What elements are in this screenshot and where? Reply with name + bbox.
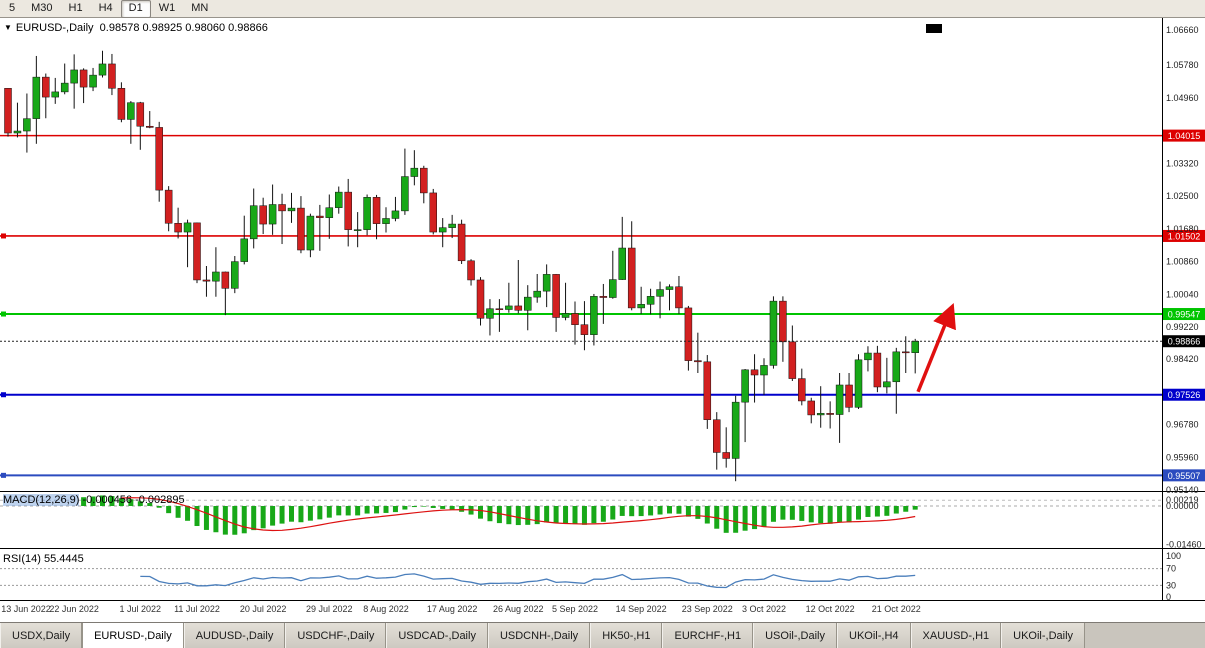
- symbol-tab-eurusd-daily[interactable]: EURUSD-,Daily: [82, 623, 184, 648]
- symbol-tab-bar: USDX,Daily EURUSD-,Daily AUDUSD-,Daily USDC…: [0, 622, 1205, 648]
- svg-text:29 Jul 2022: 29 Jul 2022: [306, 604, 353, 614]
- svg-text:1 Jul 2022: 1 Jul 2022: [120, 604, 162, 614]
- svg-text:1.04015: 1.04015: [1168, 131, 1201, 141]
- panel-separators: [0, 18, 1205, 601]
- rsi-panel: 100 70 30 0: [0, 551, 1181, 602]
- svg-text:11 Jul 2022: 11 Jul 2022: [174, 604, 220, 614]
- rsi-name: RSI(14): [3, 553, 41, 565]
- timeframe-button-5[interactable]: 5: [9, 1, 16, 14]
- svg-text:22 Jun 2022: 22 Jun 2022: [49, 604, 99, 614]
- horizontal-lines[interactable]: 1.04015 1.01502 0.99547 0.97526 0.95507: [0, 129, 1205, 482]
- svg-text:1.00860: 1.00860: [1166, 257, 1199, 267]
- symbol-tab-audusd-daily[interactable]: AUDUSD-,Daily: [183, 623, 286, 648]
- svg-text:0.95140: 0.95140: [1166, 485, 1199, 495]
- timeframe-button-m30[interactable]: M30: [31, 1, 53, 14]
- svg-text:0.98420: 0.98420: [1166, 354, 1199, 364]
- macd-indicator-label: MACD(12,26,9) -0.000456 -0.002895: [3, 494, 185, 506]
- svg-text:0.98866: 0.98866: [1168, 337, 1201, 347]
- timeframe-button-w1[interactable]: W1: [158, 1, 176, 14]
- svg-text:17 Aug 2022: 17 Aug 2022: [427, 604, 478, 614]
- symbol-tab-hk50-h1[interactable]: HK50-,H1: [590, 623, 663, 648]
- chart-symbol-label: EURUSD-,Daily: [15, 22, 94, 34]
- svg-text:23 Sep 2022: 23 Sep 2022: [682, 604, 733, 614]
- chart-canvas[interactable]: 1.04015 1.01502 0.99547 0.97526 0.95507 0.988…: [0, 18, 1205, 627]
- svg-text:-0.01460: -0.01460: [1166, 540, 1202, 550]
- symbol-tab-ukoil-h4[interactable]: UKOil-,H4: [837, 623, 911, 648]
- svg-text:12 Oct 2022: 12 Oct 2022: [806, 604, 855, 614]
- symbol-tab-eurchf-h1[interactable]: EURCHF-,H1: [662, 623, 754, 648]
- svg-text:30: 30: [1166, 580, 1176, 590]
- svg-text:1.01680: 1.01680: [1166, 224, 1199, 234]
- chart-shift-marker[interactable]: [926, 24, 942, 33]
- chart-window[interactable]: 1.04015 1.01502 0.99547 0.97526 0.95507 0.988…: [0, 18, 1205, 622]
- svg-text:0.99220: 0.99220: [1166, 322, 1199, 332]
- macd-values: -0.000456 -0.002895: [82, 494, 185, 506]
- chart-ohlc-values: 0.98578 0.98925 0.98060 0.98866: [99, 22, 268, 34]
- svg-text:1.02500: 1.02500: [1166, 191, 1199, 201]
- svg-text:14 Sep 2022: 14 Sep 2022: [616, 604, 667, 614]
- symbol-tab-usdx-daily[interactable]: USDX,Daily: [0, 623, 83, 648]
- svg-text:0.95507: 0.95507: [1168, 471, 1201, 481]
- svg-text:0.99547: 0.99547: [1168, 310, 1201, 320]
- svg-text:20 Jul 2022: 20 Jul 2022: [240, 604, 287, 614]
- price-axis[interactable]: 1.06660 1.05780 1.04960 1.03320 1.02500 1.016…: [1166, 25, 1199, 495]
- symbol-tab-usdcnh-daily[interactable]: USDCNH-,Daily: [487, 623, 591, 648]
- symbol-tab-ukoil-daily[interactable]: UKOil-,Daily: [1001, 623, 1086, 648]
- svg-text:0.97526: 0.97526: [1168, 390, 1201, 400]
- macd-name: MACD(12,26,9): [3, 494, 80, 506]
- svg-text:21 Oct 2022: 21 Oct 2022: [872, 604, 921, 614]
- current-price-line: 0.98866: [0, 335, 1205, 348]
- timeframe-toolbar: 5 M30 H1 H4 D1 W1 MN: [0, 0, 1205, 18]
- symbol-tab-usdchf-daily[interactable]: USDCHF-,Daily: [285, 623, 387, 648]
- timeframe-button-d1[interactable]: D1: [120, 0, 151, 18]
- svg-text:3 Oct 2022: 3 Oct 2022: [742, 604, 786, 614]
- svg-text:26 Aug 2022: 26 Aug 2022: [493, 604, 544, 614]
- svg-text:0: 0: [1166, 592, 1171, 602]
- rsi-value: 55.4445: [43, 553, 84, 565]
- svg-text:8 Aug 2022: 8 Aug 2022: [363, 604, 409, 614]
- svg-text:5 Sep 2022: 5 Sep 2022: [552, 604, 598, 614]
- svg-text:1.00040: 1.00040: [1166, 289, 1199, 299]
- svg-text:0.00000: 0.00000: [1166, 501, 1199, 511]
- timeframe-button-h4[interactable]: H4: [98, 1, 113, 14]
- svg-text:1.06660: 1.06660: [1166, 25, 1199, 35]
- candles-layer: [4, 50, 919, 482]
- symbol-tab-usoil-daily[interactable]: USOil-,Daily: [753, 623, 838, 648]
- symbol-tab-usdcad-daily[interactable]: USDCAD-,Daily: [386, 623, 488, 648]
- svg-text:0.00219: 0.00219: [1166, 495, 1199, 505]
- timeframe-button-h1[interactable]: H1: [68, 1, 83, 14]
- chart-title: ▼ EURUSD-,Daily 0.98578 0.98925 0.98060 0…: [4, 22, 268, 34]
- symbol-tab-xauusd-h1[interactable]: XAUUSD-,H1: [910, 623, 1002, 648]
- trend-arrow-annotation[interactable]: [916, 303, 956, 393]
- symbol-dropdown-icon[interactable]: ▼: [4, 23, 12, 32]
- svg-text:0.96780: 0.96780: [1166, 420, 1199, 430]
- svg-text:100: 100: [1166, 551, 1181, 561]
- svg-text:70: 70: [1166, 564, 1176, 574]
- svg-text:1.04960: 1.04960: [1166, 93, 1199, 103]
- svg-text:1.03320: 1.03320: [1166, 158, 1199, 168]
- svg-text:13 Jun 2022: 13 Jun 2022: [1, 604, 51, 614]
- svg-text:0.95960: 0.95960: [1166, 452, 1199, 462]
- svg-text:1.01502: 1.01502: [1168, 231, 1201, 241]
- timeframe-button-mn[interactable]: MN: [191, 1, 209, 14]
- rsi-indicator-label: RSI(14) 55.4445: [3, 553, 84, 565]
- svg-text:1.05780: 1.05780: [1166, 60, 1199, 70]
